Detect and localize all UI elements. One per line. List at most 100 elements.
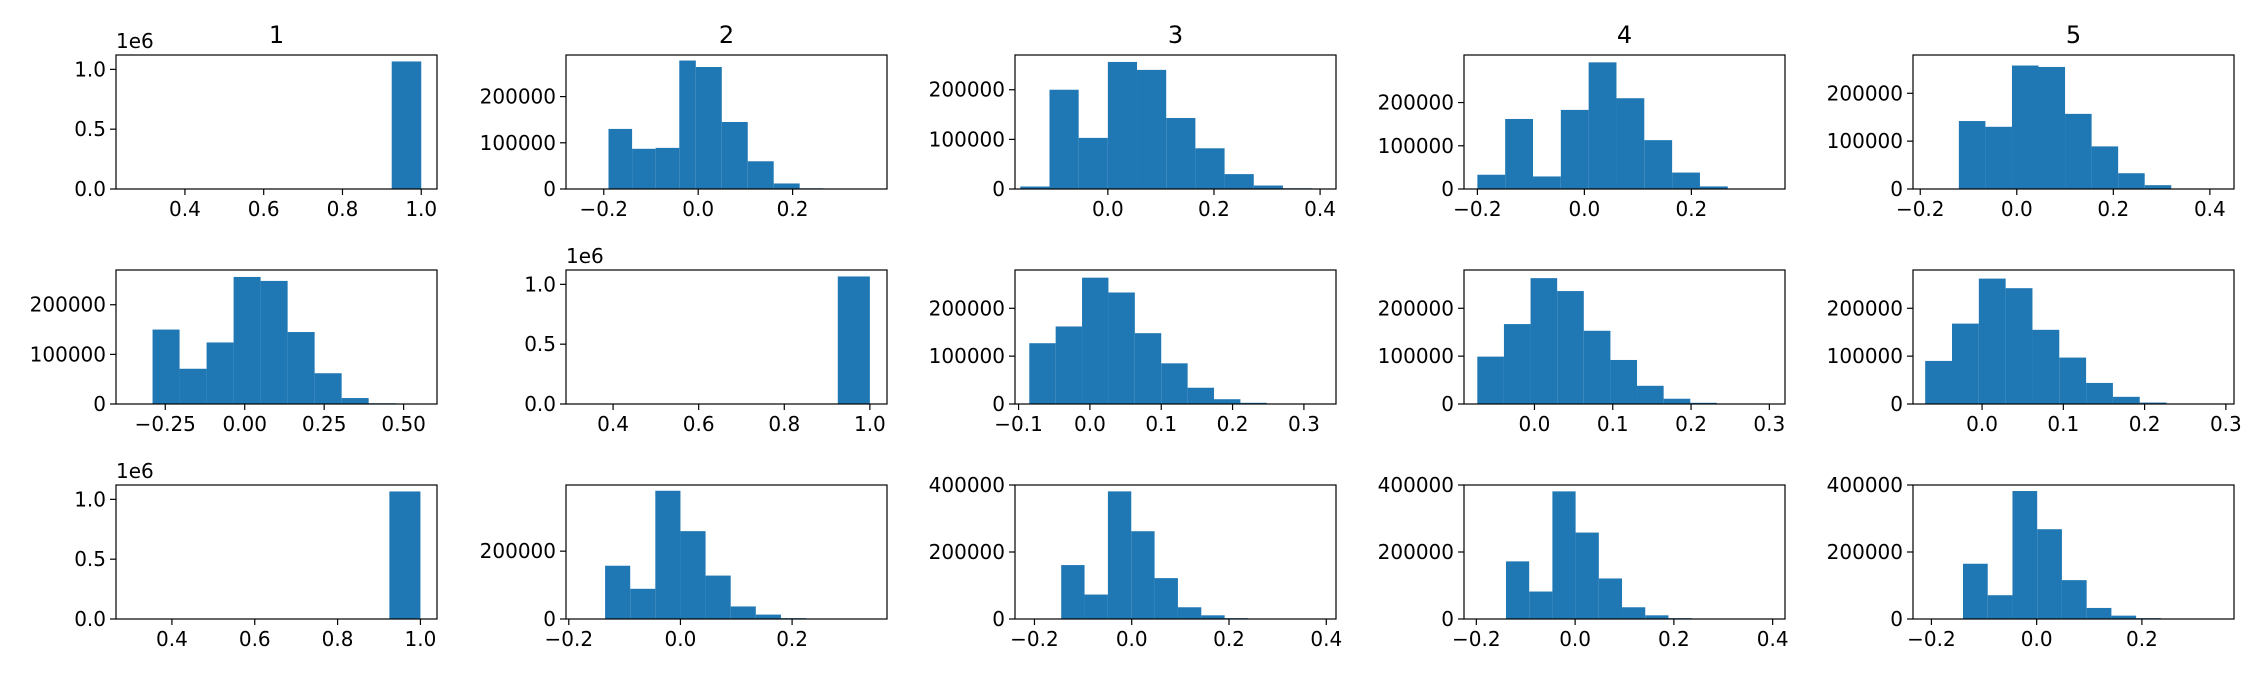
x-tick-label: 0.0 [1116,627,1148,651]
histogram-bar [655,490,681,619]
histogram-bar [1187,387,1215,404]
histogram-bar [1530,278,1558,404]
y-offset-label: 1e6 [116,29,154,53]
histogram-bar [1958,121,1986,189]
y-tick-label: 100000 [1378,344,1454,368]
histogram-bar [341,398,369,404]
histogram-bar [287,332,315,404]
x-tick-label: 0.2 [1675,197,1707,221]
x-tick-label: 0.0 [1519,412,1551,436]
y-tick-label: 0 [1890,392,1903,416]
histogram-bar [630,588,656,619]
histogram-bar [773,183,800,189]
y-offset-label: 1e6 [566,244,604,268]
histogram-bar [2086,382,2113,404]
x-tick-label: 0.6 [683,412,715,436]
histogram-bar [1663,398,1691,404]
y-tick-label: 400000 [929,473,1005,497]
histogram-bar [721,122,748,189]
x-tick-label: 0.1 [1597,412,1629,436]
y-tick-label: 0 [992,392,1005,416]
histogram-bar [605,565,631,619]
histogram-bar [1049,89,1079,189]
x-tick-label: −0.2 [1010,627,1059,651]
histogram-bar [2139,402,2167,404]
histogram-bar [1055,326,1083,404]
y-offset-label: 1e6 [116,459,154,483]
histogram-bar [1699,186,1728,189]
histogram-bar [655,147,680,189]
x-tick-label: 1.0 [854,412,886,436]
histogram-bar [1214,399,1241,404]
axes-frame [115,54,438,190]
axes-frame [1912,269,2235,405]
histogram-bar [1637,385,1664,404]
histogram-bar [314,373,342,404]
y-tick-label: 400000 [1827,473,1903,497]
x-tick-label: 0.4 [1310,627,1342,651]
histogram-bar [2059,357,2087,404]
histogram-bar [1610,359,1638,404]
histogram-bar [1616,98,1645,189]
x-tick-label: 0.6 [248,197,280,221]
axes-frame [1014,54,1337,190]
y-tick-label: 400000 [1378,473,1454,497]
histogram-bar [747,161,774,189]
x-tick-label: −0.2 [1907,627,1956,651]
y-tick-label: 0 [1441,392,1454,416]
subplot-title: 4 [1617,21,1632,49]
histogram-bar [2038,66,2066,189]
axes-frame [1912,54,2235,190]
histogram-bar [1598,578,1623,619]
subplot-title: 2 [719,21,734,49]
y-tick-label: 100000 [1827,344,1903,368]
y-tick-label: 200000 [1827,296,1903,320]
axes-frame [115,484,438,620]
histogram-bar [389,491,421,619]
y-tick-label: 100000 [929,127,1005,151]
histogram-bar [608,128,633,189]
y-tick-label: 200000 [1378,296,1454,320]
subplot-3: 0.0 0.2 0.4 0 100000 200000 3 [929,21,1337,221]
x-tick-label: 1.0 [405,627,437,651]
x-tick-label: 0.4 [2194,197,2226,221]
histogram-bar [1029,343,1056,404]
histogram-bar [1020,186,1050,189]
histogram-bar [1131,531,1155,619]
y-tick-label: 0.5 [74,547,106,571]
x-tick-label: 0.2 [2126,627,2158,651]
y-tick-label: 100000 [929,344,1005,368]
x-tick-label: 0.0 [2021,627,2053,651]
histogram-bar [1588,62,1617,189]
y-tick-label: 100000 [1378,134,1454,158]
y-tick-label: 200000 [1827,540,1903,564]
subplot-2: −0.2 0.0 0.2 0 100000 200000 2 [480,21,888,221]
histogram-bar [1557,291,1584,404]
axes-frame [1463,54,1786,190]
y-tick-label: 0.5 [74,117,106,141]
histogram-bar [1505,118,1534,189]
y-tick-label: 0 [1441,177,1454,201]
x-tick-label: 0.0 [1092,197,1124,221]
histogram-bar [1987,595,2013,619]
y-tick-label: 1.0 [74,57,106,81]
histogram-bar [206,342,234,404]
y-tick-label: 100000 [480,131,556,155]
histogram-bar [233,276,261,404]
x-tick-label: 0.8 [322,627,354,651]
histogram-bar [1962,563,1988,619]
x-tick-label: 0.0 [1074,412,1106,436]
x-tick-label: 0.50 [381,412,426,436]
subplot-10: 0.0 0.1 0.2 0.3 0 100000 200000 [1827,269,2242,436]
histogram-bar [1533,176,1561,189]
histogram-bar [2011,65,2039,189]
histogram-bar [1985,126,2012,189]
y-tick-label: 0 [93,392,106,416]
histogram-bar [2144,185,2172,189]
x-tick-label: 0.2 [1658,627,1690,651]
histogram-bar [1644,140,1673,189]
histogram-bar [1134,333,1162,404]
x-tick-label: 0.3 [1753,412,1785,436]
y-tick-label: 200000 [1378,91,1454,115]
